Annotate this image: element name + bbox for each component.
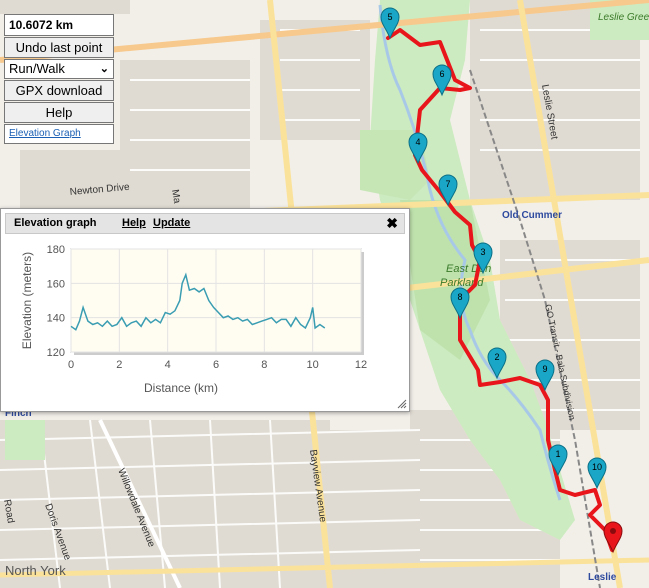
resize-handle-icon[interactable] [397, 399, 407, 409]
chevron-down-icon: ⌄ [99, 63, 109, 75]
label-ma: Ma [169, 189, 182, 205]
marker-6[interactable]: 6 [432, 64, 452, 97]
y-axis-label: Elevation (meters) [20, 252, 34, 349]
elevation-update-link[interactable]: Update [153, 217, 191, 229]
mode-select[interactable]: Run/Walk ⌄ [4, 59, 114, 79]
end-marker[interactable] [603, 521, 623, 554]
marker-label: 10 [592, 462, 602, 472]
marker-4[interactable]: 4 [408, 132, 428, 165]
help-button[interactable]: Help [4, 102, 114, 123]
x-tick-label: 12 [355, 359, 367, 371]
marker-9[interactable]: 9 [535, 359, 555, 392]
elevation-graph-link-box: Elevation Graph [4, 124, 114, 144]
x-tick-label: 10 [307, 359, 319, 371]
marker-label: 8 [457, 292, 462, 302]
y-tick-label: 140 [47, 313, 65, 325]
elevation-graph-link[interactable]: Elevation Graph [9, 128, 81, 139]
marker-5[interactable]: 5 [380, 7, 400, 40]
railway [469, 69, 601, 588]
marker-label: 1 [555, 449, 560, 459]
elevation-help-link[interactable]: Help [122, 217, 146, 229]
elevation-graph-title: Elevation graph [14, 217, 97, 229]
marker-8[interactable]: 8 [450, 287, 470, 320]
gpx-download-button[interactable]: GPX download [4, 80, 114, 101]
y-tick-label: 160 [47, 278, 65, 290]
undo-last-point-button[interactable]: Undo last point [4, 37, 114, 58]
x-axis-label: Distance (km) [144, 381, 218, 395]
label-north-york: North York [5, 563, 66, 578]
marker-label: 5 [387, 12, 392, 22]
elevation-graph-window: Elevation graph Help Update ✖ 0 2 4 6 8 10 12 1… [0, 208, 410, 412]
mode-select-value: Run/Walk [9, 61, 65, 76]
x-tick-label: 2 [116, 359, 122, 371]
y-tick-label: 180 [47, 244, 65, 256]
plot-shadow [361, 252, 364, 355]
label-newton-drive: Newton Drive [69, 182, 130, 198]
elevation-graph-header: Elevation graph Help Update ✖ [5, 213, 405, 234]
marker-label: 6 [439, 69, 444, 79]
label-old-cummer: Old Cummer [502, 210, 562, 221]
x-tick-label: 4 [165, 359, 171, 371]
marker-label: 3 [480, 247, 485, 257]
marker-10[interactable]: 10 [587, 457, 607, 490]
marker-label: 7 [445, 179, 450, 189]
x-tick-label: 8 [261, 359, 267, 371]
route-markers[interactable]: 5 6 4 7 3 8 2 9 [380, 7, 623, 554]
marker-2[interactable]: 2 [487, 347, 507, 380]
control-panel: 10.6072 km Undo last point Run/Walk ⌄ GP… [4, 14, 114, 144]
x-tick-label: 0 [68, 359, 74, 371]
marker-3[interactable]: 3 [473, 242, 493, 275]
x-tick-label: 6 [213, 359, 219, 371]
marker-label: 9 [542, 364, 547, 374]
label-leslie-station: Leslie [588, 572, 617, 583]
elevation-series-line [70, 272, 326, 331]
label-leslie-green: Leslie Green [598, 12, 649, 23]
marker-7[interactable]: 7 [438, 174, 458, 207]
elevation-chart: 0 2 4 6 8 10 12 120 140 160 180 Distance (km) Elevat… [20, 244, 367, 395]
marker-label: 2 [494, 352, 499, 362]
close-icon[interactable]: ✖ [386, 215, 398, 231]
marker-label: 4 [415, 137, 420, 147]
label-road: Road [1, 499, 16, 524]
marker-1[interactable]: 1 [548, 444, 568, 477]
plot-shadow [74, 352, 364, 355]
y-tick-label: 120 [47, 347, 65, 359]
label-finch: Finch [5, 408, 32, 419]
total-distance: 10.6072 km [4, 14, 114, 36]
